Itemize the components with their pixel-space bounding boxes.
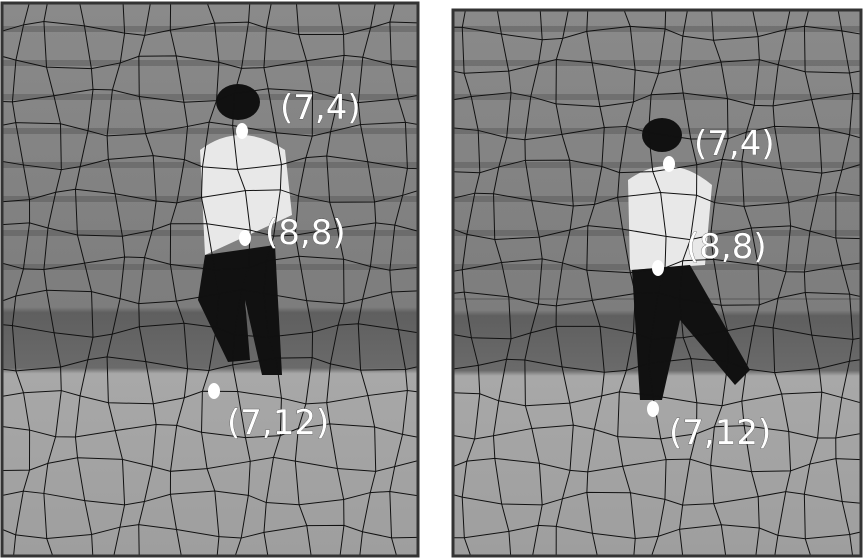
point-label: (7,12) [227, 403, 329, 443]
mesh-line [421, 0, 438, 558]
point-label: (7,4) [694, 124, 775, 164]
point [652, 260, 664, 276]
point [208, 383, 220, 399]
right-panel: (7,4) (8,8) (7,12) [431, 0, 863, 560]
point-label: (8,8) [265, 213, 346, 253]
figure: (7,4) (8,8) (7,12) (7,4) (8,8) (7,12) [0, 0, 863, 560]
point [236, 123, 248, 139]
point [239, 230, 251, 246]
left-panel: (7,4) (8,8) (7,12) [0, 0, 439, 560]
point [647, 401, 659, 417]
mesh-line [449, 0, 863, 7]
point-label: (7,4) [280, 88, 361, 128]
mesh-line [431, 7, 448, 560]
point-label: (7,12) [669, 413, 771, 453]
point [663, 156, 675, 172]
point-label: (8,8) [686, 227, 767, 267]
